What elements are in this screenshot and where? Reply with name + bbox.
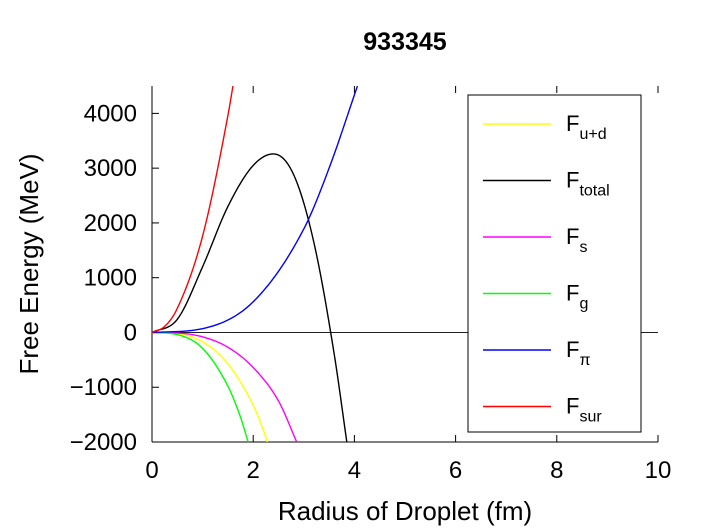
series-line-u-plus-d [152, 331, 269, 442]
x-tick-label: 4 [348, 457, 361, 484]
x-tick-label: 6 [449, 457, 462, 484]
series-line-s [152, 331, 298, 442]
chart-title: 933345 [363, 28, 447, 56]
x-tick-label: 2 [247, 457, 260, 484]
y-tick-label: 0 [124, 319, 137, 346]
x-tick-label: 8 [550, 457, 563, 484]
y-tick-label: 2000 [84, 210, 137, 237]
x-axis-label: Radius of Droplet (fm) [278, 496, 532, 526]
series-line-sur [152, 86, 234, 334]
y-tick-label: −1000 [70, 374, 137, 401]
y-tick-label: 3000 [84, 155, 137, 182]
series-line-g [152, 331, 249, 442]
series-line-total [152, 153, 348, 442]
legend-box [467, 94, 642, 433]
y-tick-label: −2000 [70, 429, 137, 456]
y-tick-label: 4000 [84, 100, 137, 127]
series-group [152, 86, 359, 442]
x-tick-label: 10 [645, 457, 672, 484]
y-tick-label: 1000 [84, 265, 137, 292]
y-axis-label: Free Energy (MeV) [14, 153, 44, 374]
axes: 0 2 4 6 8 10 −2000 −1000 0 1000 2000 3000 4000 [70, 86, 672, 484]
series-line-pi [152, 86, 359, 334]
x-tick-label: 0 [145, 457, 158, 484]
